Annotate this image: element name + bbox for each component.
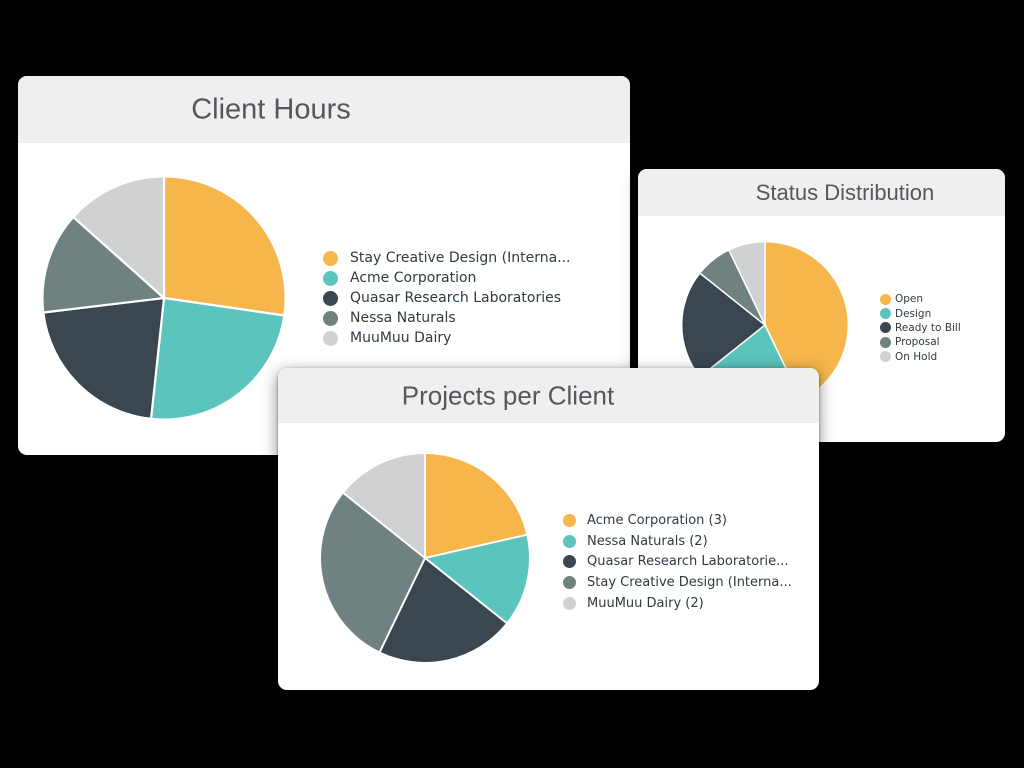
card-projects-per-client: Acme Corporation (3) Nessa Naturals (2) Qu…	[278, 368, 819, 690]
legend-swatch-icon	[323, 250, 338, 266]
legend-label: Stay Creative Design (Interna...	[587, 574, 792, 590]
legend-item-status-distribution-0[interactable]: Open	[880, 292, 961, 306]
legend-label: Stay Creative Design (Interna...	[350, 250, 571, 266]
pie-slice-client-hours-1[interactable]	[149, 296, 286, 421]
legend-item-projects-per-client-3[interactable]: Stay Creative Design (Interna...	[563, 572, 792, 593]
legend-label: Acme Corporation (3)	[587, 512, 727, 528]
pie-slice-projects-per-client-0[interactable]	[424, 452, 529, 559]
legend-swatch-icon	[880, 322, 891, 334]
chart-title-projects-per-client: Projects per Client	[401, 380, 615, 410]
pie-slice-projects-per-client-3[interactable]	[319, 491, 426, 654]
legend-label: Nessa Naturals	[350, 310, 456, 326]
legend-item-client-hours-4[interactable]: MuuMuu Dairy	[323, 328, 571, 348]
chart-area-status-distribution: Open Design Ready to Bill Proposal On Hold	[638, 169, 1005, 442]
legend-item-projects-per-client-0[interactable]: Acme Corporation (3)	[563, 510, 792, 531]
legend-item-projects-per-client-1[interactable]: Nessa Naturals (2)	[563, 531, 792, 552]
legend-label: Ready to Bill	[895, 321, 961, 334]
pie-slice-status-distribution-4[interactable]	[728, 240, 766, 326]
legend-swatch-icon	[323, 270, 338, 286]
legend-status-distribution: Open Design Ready to Bill Proposal On Hold	[880, 292, 961, 364]
legend-item-status-distribution-2[interactable]: Ready to Bill	[880, 321, 961, 335]
legend-label: MuuMuu Dairy	[350, 330, 452, 346]
legend-label: Nessa Naturals (2)	[587, 533, 708, 549]
legend-label: Proposal	[895, 336, 940, 349]
legend-swatch-icon	[323, 330, 338, 346]
pie-chart-status-distribution[interactable]	[680, 240, 850, 410]
legend-swatch-icon	[880, 336, 891, 348]
legend-swatch-icon	[323, 290, 338, 306]
chart-area-client-hours: Stay Creative Design (Interna... Acme Cor…	[18, 76, 630, 455]
chart-title-client-hours: Client Hours	[191, 93, 351, 125]
legend-swatch-icon	[323, 310, 338, 326]
legend-swatch-icon	[880, 293, 891, 305]
pie-slice-client-hours-4[interactable]	[72, 175, 166, 300]
legend-projects-per-client: Acme Corporation (3) Nessa Naturals (2) Qu…	[563, 510, 792, 613]
card-header: Client Hours	[18, 76, 630, 143]
legend-item-projects-per-client-2[interactable]: Quasar Research Laboratorie...	[563, 551, 792, 572]
pie-slice-client-hours-0[interactable]	[162, 175, 287, 317]
legend-swatch-icon	[563, 575, 576, 589]
legend-swatch-icon	[563, 513, 576, 527]
card-client-hours: Stay Creative Design (Interna... Acme Cor…	[18, 76, 630, 455]
pie-slice-projects-per-client-1[interactable]	[424, 533, 531, 625]
legend-item-client-hours-0[interactable]: Stay Creative Design (Interna...	[323, 248, 571, 268]
legend-label: Open	[895, 293, 924, 306]
card-header: Projects per Client	[278, 368, 819, 423]
pie-chart-client-hours[interactable]	[40, 174, 288, 422]
legend-item-projects-per-client-4[interactable]: MuuMuu Dairy (2)	[563, 593, 792, 614]
legend-client-hours: Stay Creative Design (Interna... Acme Cor…	[323, 248, 571, 348]
pie-slice-client-hours-3[interactable]	[41, 215, 166, 314]
pie-slice-client-hours-2[interactable]	[42, 296, 166, 420]
legend-label: Quasar Research Laboratories	[350, 290, 561, 306]
legend-label: Design	[895, 307, 932, 320]
legend-label: Quasar Research Laboratorie...	[587, 554, 789, 570]
chart-title-status-distribution: Status Distribution	[755, 179, 935, 205]
legend-item-client-hours-1[interactable]: Acme Corporation	[323, 268, 571, 288]
legend-swatch-icon	[563, 534, 576, 548]
legend-swatch-icon	[563, 596, 576, 610]
legend-item-status-distribution-1[interactable]: Design	[880, 306, 961, 320]
legend-item-status-distribution-4[interactable]: On Hold	[880, 350, 961, 364]
card-header: Status Distribution	[638, 169, 1005, 216]
pie-chart-projects-per-client[interactable]	[318, 451, 532, 665]
legend-swatch-icon	[563, 555, 576, 569]
pie-slice-projects-per-client-4[interactable]	[342, 452, 426, 559]
legend-label: On Hold	[895, 350, 938, 363]
legend-item-client-hours-3[interactable]: Nessa Naturals	[323, 308, 571, 328]
pie-slice-projects-per-client-2[interactable]	[378, 557, 508, 664]
legend-swatch-icon	[880, 308, 891, 320]
chart-area-projects-per-client: Acme Corporation (3) Nessa Naturals (2) Qu…	[278, 368, 819, 690]
legend-label: Acme Corporation	[350, 270, 477, 286]
legend-label: MuuMuu Dairy (2)	[587, 595, 704, 611]
legend-swatch-icon	[880, 351, 891, 363]
pie-slice-status-distribution-0[interactable]	[764, 240, 849, 401]
legend-item-status-distribution-3[interactable]: Proposal	[880, 335, 961, 349]
legend-item-client-hours-2[interactable]: Quasar Research Laboratories	[323, 288, 571, 308]
